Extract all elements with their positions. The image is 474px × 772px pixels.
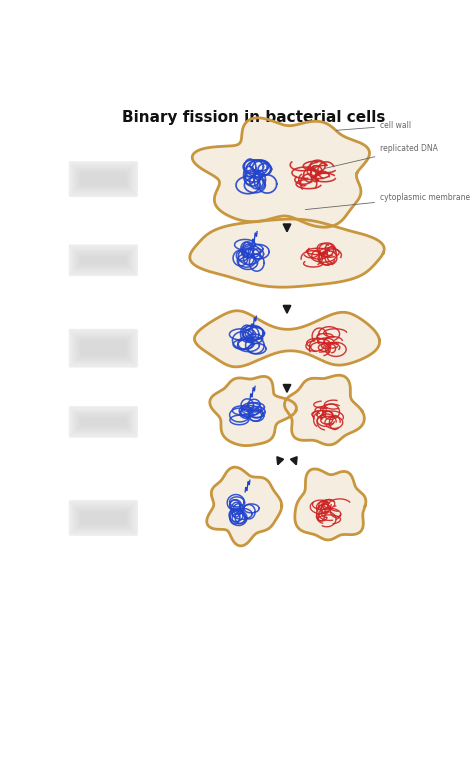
FancyBboxPatch shape: [79, 510, 128, 526]
FancyBboxPatch shape: [73, 333, 134, 364]
FancyBboxPatch shape: [71, 503, 136, 533]
FancyBboxPatch shape: [74, 506, 133, 530]
FancyBboxPatch shape: [69, 406, 138, 438]
Text: cytoplasmic membrane: cytoplasmic membrane: [305, 193, 470, 209]
FancyBboxPatch shape: [69, 329, 138, 367]
FancyBboxPatch shape: [76, 413, 131, 431]
FancyBboxPatch shape: [73, 165, 134, 193]
FancyBboxPatch shape: [73, 249, 134, 273]
FancyBboxPatch shape: [71, 164, 136, 195]
FancyBboxPatch shape: [70, 501, 137, 535]
FancyBboxPatch shape: [77, 253, 129, 268]
FancyBboxPatch shape: [77, 337, 129, 359]
FancyBboxPatch shape: [73, 410, 134, 434]
Polygon shape: [207, 467, 282, 546]
Polygon shape: [192, 118, 370, 227]
FancyBboxPatch shape: [71, 331, 136, 365]
FancyBboxPatch shape: [74, 411, 133, 432]
FancyBboxPatch shape: [79, 255, 128, 266]
FancyBboxPatch shape: [77, 170, 129, 188]
FancyBboxPatch shape: [70, 330, 137, 367]
FancyBboxPatch shape: [76, 336, 131, 361]
FancyBboxPatch shape: [76, 252, 131, 269]
FancyBboxPatch shape: [71, 247, 136, 274]
FancyBboxPatch shape: [70, 162, 137, 196]
FancyBboxPatch shape: [81, 512, 126, 524]
FancyBboxPatch shape: [74, 334, 133, 362]
FancyBboxPatch shape: [76, 168, 131, 190]
FancyBboxPatch shape: [70, 245, 137, 276]
FancyBboxPatch shape: [76, 507, 131, 529]
FancyBboxPatch shape: [81, 418, 126, 426]
Text: cell wall: cell wall: [336, 121, 411, 130]
FancyBboxPatch shape: [71, 408, 136, 435]
Polygon shape: [284, 375, 365, 445]
FancyBboxPatch shape: [69, 245, 138, 276]
FancyBboxPatch shape: [70, 407, 137, 437]
FancyBboxPatch shape: [79, 416, 128, 428]
FancyBboxPatch shape: [81, 256, 126, 265]
FancyBboxPatch shape: [74, 167, 133, 191]
Polygon shape: [194, 311, 380, 367]
Polygon shape: [210, 377, 296, 445]
FancyBboxPatch shape: [69, 161, 138, 197]
FancyBboxPatch shape: [81, 340, 126, 356]
FancyBboxPatch shape: [79, 171, 128, 187]
FancyBboxPatch shape: [69, 500, 138, 536]
Text: replicated DNA: replicated DNA: [325, 144, 438, 168]
Polygon shape: [295, 469, 366, 540]
FancyBboxPatch shape: [73, 504, 134, 532]
Text: Binary fission in bacterial cells: Binary fission in bacterial cells: [122, 110, 386, 124]
FancyBboxPatch shape: [74, 250, 133, 271]
Polygon shape: [190, 219, 384, 287]
FancyBboxPatch shape: [77, 509, 129, 527]
FancyBboxPatch shape: [77, 415, 129, 429]
FancyBboxPatch shape: [79, 339, 128, 357]
FancyBboxPatch shape: [81, 173, 126, 185]
